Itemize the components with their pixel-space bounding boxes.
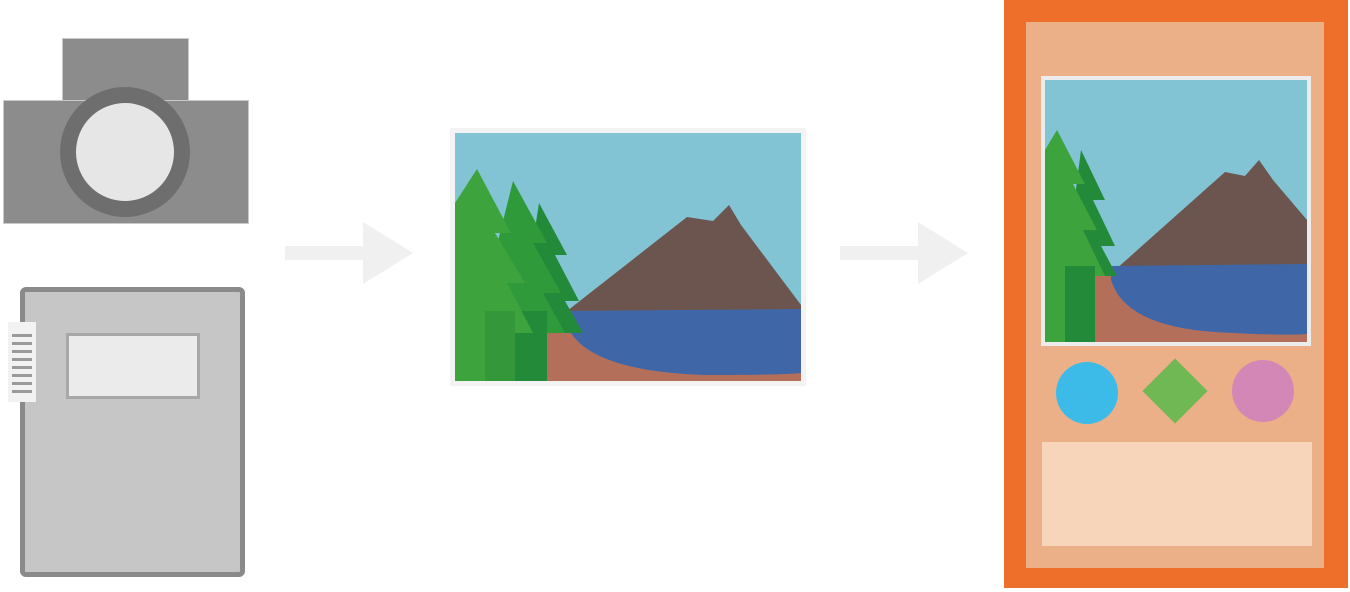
notebook-label [66, 333, 200, 399]
card-landscape-image [1045, 80, 1307, 342]
camera-lens [76, 103, 174, 201]
notebook-icon [20, 287, 245, 577]
blue-circle-symbol [1056, 362, 1118, 424]
card-picture [1041, 76, 1311, 346]
card-text-area [1042, 442, 1312, 546]
notebook-spiral-icon [8, 322, 36, 402]
landscape-picture [450, 128, 806, 386]
arrow-right-icon [285, 222, 413, 284]
landscape-image [455, 133, 801, 381]
pink-circle-symbol [1232, 360, 1294, 422]
arrow-right-icon-2 [840, 222, 968, 284]
